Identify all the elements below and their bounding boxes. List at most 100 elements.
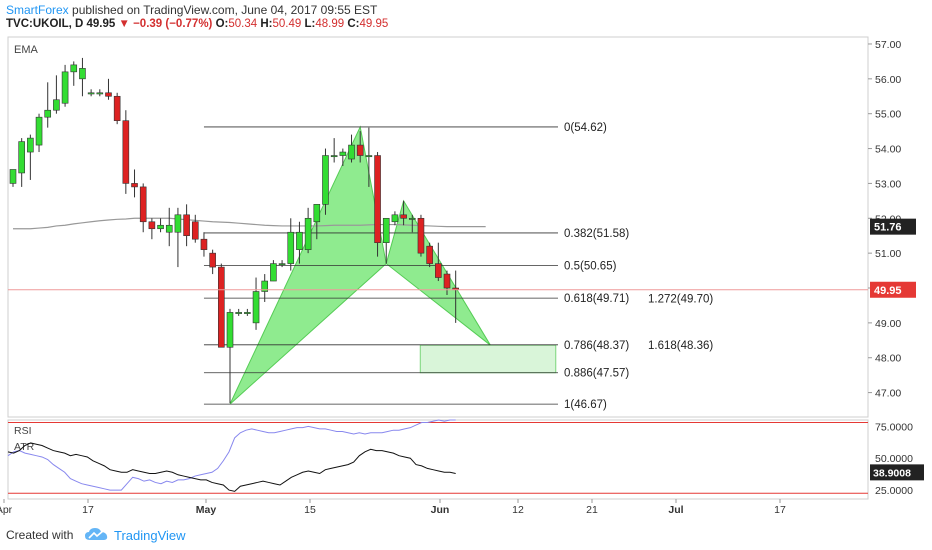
quote-line: TVC:UKOIL, D 49.95 ▼ −0.39 (−0.77%) O:50… — [6, 18, 388, 30]
x-tick-label: 17 — [82, 504, 94, 516]
footer: Created with TradingView — [0, 519, 932, 550]
open-label: O: — [215, 18, 229, 30]
indicator-tick-label: 25.0000 — [875, 485, 913, 497]
candle-body — [400, 214, 407, 219]
candle-body — [157, 224, 164, 230]
candle-body — [304, 217, 312, 250]
x-tick-label: 12 — [512, 504, 524, 516]
y-tick-label: 54.00 — [875, 144, 901, 156]
candle-body — [53, 99, 60, 111]
fib-extension-label: 1.618(48.36) — [648, 340, 713, 352]
atr-value-badge — [870, 464, 924, 481]
ema-indicator-label: EMA — [14, 44, 39, 56]
candle-body — [235, 312, 242, 314]
candle-body — [252, 291, 260, 324]
last-price-label: 49.95 — [874, 285, 902, 297]
tradingview-cloud-icon[interactable] — [84, 526, 110, 542]
candle-body — [61, 71, 69, 104]
published-text: published on TradingView.com, June 04, 2… — [72, 3, 378, 17]
candle-body — [122, 120, 130, 184]
candle-body — [174, 214, 182, 233]
indicator-tick-label: 50.0000 — [875, 453, 913, 465]
price-chart[interactable]: 57.0056.0055.0054.0053.0052.0051.0050.00… — [0, 34, 932, 519]
candle-body — [339, 151, 347, 156]
candle-body — [322, 155, 329, 205]
candle-body — [209, 252, 216, 268]
candle-body — [27, 137, 34, 153]
candle-body — [218, 266, 225, 348]
candle-body — [261, 280, 269, 292]
fib-level-label: 0.886(47.57) — [564, 368, 629, 380]
y-tick-label: 51.00 — [875, 248, 901, 260]
candle-body — [165, 224, 173, 233]
indicator-pane — [7, 419, 869, 500]
candle-body — [44, 109, 52, 118]
fib-level-label: 0.382(51.58) — [564, 228, 629, 240]
close-label: C: — [347, 18, 360, 30]
last-price: 49.95 — [86, 18, 116, 30]
x-tick-label: Jun — [431, 504, 450, 516]
candle-body — [417, 217, 425, 254]
y-tick-label: 47.00 — [875, 388, 901, 400]
fib-level-label: 0(54.62) — [564, 122, 607, 134]
candle-body — [183, 214, 190, 237]
candle-body — [270, 263, 277, 282]
indicator-tick-label: 75.0000 — [875, 421, 913, 433]
author-link[interactable]: SmartForex — [6, 3, 69, 17]
candle-body — [356, 144, 364, 156]
down-arrow-icon: ▼ — [118, 18, 130, 30]
candle-body — [330, 155, 338, 158]
open-value: 50.34 — [228, 18, 258, 30]
candle-body — [226, 312, 234, 348]
candle-body — [278, 263, 286, 266]
candle-body — [365, 155, 373, 158]
candle-body — [348, 144, 355, 160]
symbol-label[interactable]: TVC:UKOIL, D — [6, 18, 84, 30]
candle-body — [435, 263, 442, 278]
candle-body — [287, 231, 295, 264]
candle-body — [408, 217, 416, 220]
fib-level-label: 0.5(50.65) — [564, 260, 617, 272]
target-zone-box — [419, 344, 557, 374]
x-tick-label: 21 — [586, 504, 598, 516]
x-tick-label: May — [196, 504, 217, 516]
candle-body — [374, 155, 381, 243]
rsi-line — [7, 419, 456, 491]
candle-body — [9, 169, 17, 184]
rsi-label: RSI — [14, 425, 32, 437]
low-value: 48.99 — [315, 18, 345, 30]
publish-info: SmartForex published on TradingView.com,… — [6, 3, 377, 17]
low-label: L: — [304, 18, 316, 30]
y-tick-label: 55.00 — [875, 109, 901, 121]
price-change: −0.39 (−0.77%) — [133, 18, 213, 30]
created-with-text: Created with — [6, 528, 74, 542]
candle-body — [131, 183, 138, 188]
ema-value-badge — [870, 218, 916, 235]
atr-line — [7, 442, 456, 492]
y-tick-label: 48.00 — [875, 353, 901, 365]
candle-body — [443, 273, 451, 289]
candle-body — [113, 95, 121, 121]
x-tick-label: 17 — [774, 504, 786, 516]
ema-value-label: 51.76 — [874, 222, 902, 234]
fib-extension-label: 1.272(49.70) — [648, 293, 713, 305]
candle-body — [244, 312, 251, 314]
x-tick-label: 15 — [304, 504, 316, 516]
last-price-badge — [870, 281, 916, 298]
fib-level-label: 0.618(49.71) — [564, 293, 629, 305]
x-tick-label: Jul — [668, 504, 683, 516]
candle-body — [200, 238, 208, 250]
candle-body — [296, 231, 303, 250]
candle-body — [35, 116, 43, 146]
tradingview-brand[interactable]: TradingView — [114, 528, 186, 543]
y-tick-label: 56.00 — [875, 74, 901, 86]
candle-body — [191, 221, 199, 240]
candle-body — [313, 204, 321, 223]
candle-body — [79, 68, 86, 80]
y-tick-label: 57.00 — [875, 39, 901, 51]
candle-body — [139, 186, 147, 223]
close-value: 49.95 — [359, 18, 389, 30]
y-tick-label: 53.00 — [875, 178, 901, 190]
candle-body — [426, 245, 433, 264]
fib-level-label: 0.786(48.37) — [564, 340, 629, 352]
